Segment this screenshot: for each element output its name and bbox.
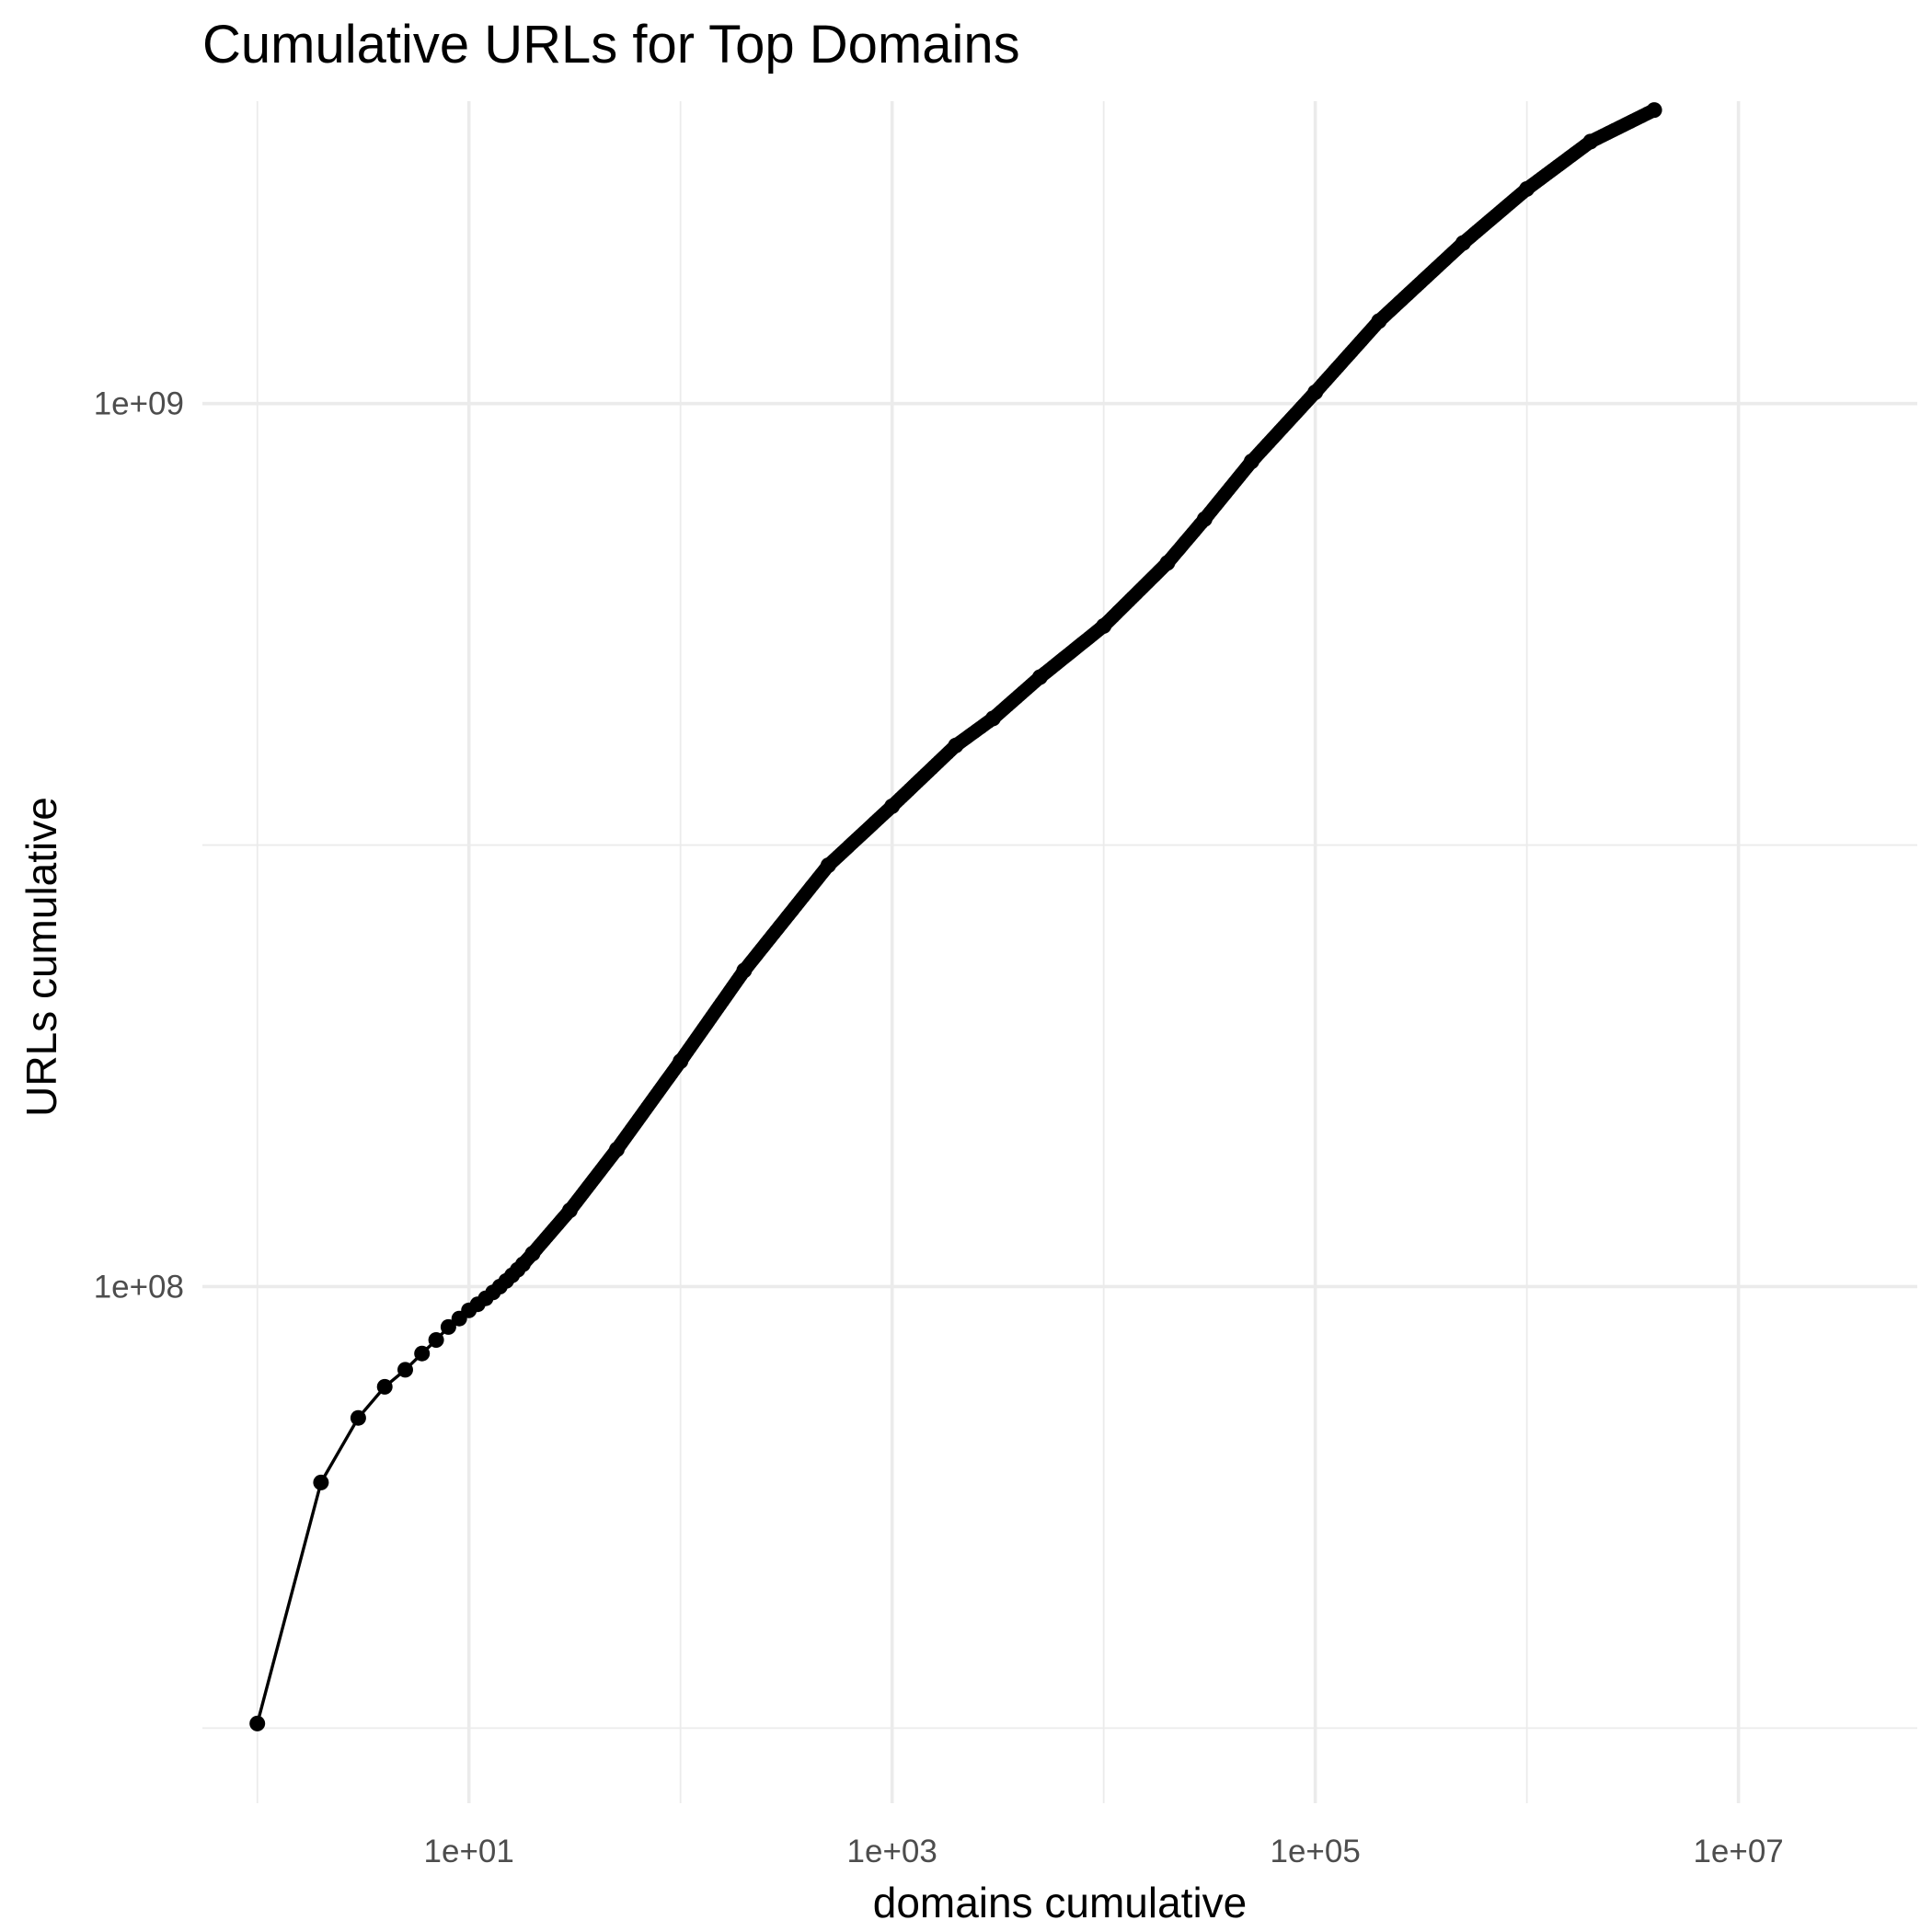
data-point	[1371, 313, 1387, 329]
data-point	[1031, 669, 1048, 685]
x-tick-label: 1e+01	[424, 1834, 514, 1869]
series-layer	[249, 102, 1662, 1731]
data-point	[524, 1246, 541, 1262]
data-point	[397, 1362, 413, 1378]
x-tick-label: 1e+07	[1693, 1834, 1783, 1869]
data-point	[609, 1141, 625, 1157]
data-point	[428, 1332, 444, 1348]
minor-gridlines	[202, 101, 1917, 1803]
y-tick-label: 1e+09	[94, 386, 184, 422]
data-point	[736, 962, 753, 979]
data-point	[984, 710, 1001, 727]
data-point	[440, 1318, 456, 1335]
data-point	[350, 1409, 366, 1426]
data-point	[1096, 617, 1112, 634]
data-point	[673, 1053, 689, 1069]
data-point	[414, 1345, 431, 1362]
x-tick-label: 1e+05	[1271, 1834, 1361, 1869]
data-point	[820, 857, 836, 873]
data-point	[1646, 102, 1662, 119]
data-point	[1159, 555, 1176, 571]
y-axis-title: URLs cumulative	[17, 797, 65, 1117]
y-tick-label: 1e+08	[94, 1269, 184, 1305]
x-axis-title: domains cumulative	[873, 1879, 1248, 1926]
data-point	[376, 1378, 393, 1395]
tick-labels: 1e+01 1e+03 1e+05 1e+07 1e+08 1e+09	[94, 386, 1784, 1869]
data-point	[514, 1256, 531, 1272]
chart-title: Cumulative URLs for Top Domains	[202, 15, 1020, 75]
series-point-band	[499, 103, 1662, 1288]
data-point	[948, 737, 964, 753]
data-point	[1519, 180, 1535, 197]
data-point	[1455, 235, 1471, 251]
data-point	[1243, 454, 1259, 469]
data-point	[884, 798, 901, 814]
data-point	[1307, 384, 1324, 400]
x-tick-label: 1e+03	[847, 1834, 937, 1869]
data-point	[1582, 133, 1599, 150]
data-point	[313, 1474, 329, 1490]
data-point	[561, 1202, 578, 1219]
data-point	[1196, 511, 1213, 527]
data-point	[249, 1715, 266, 1731]
